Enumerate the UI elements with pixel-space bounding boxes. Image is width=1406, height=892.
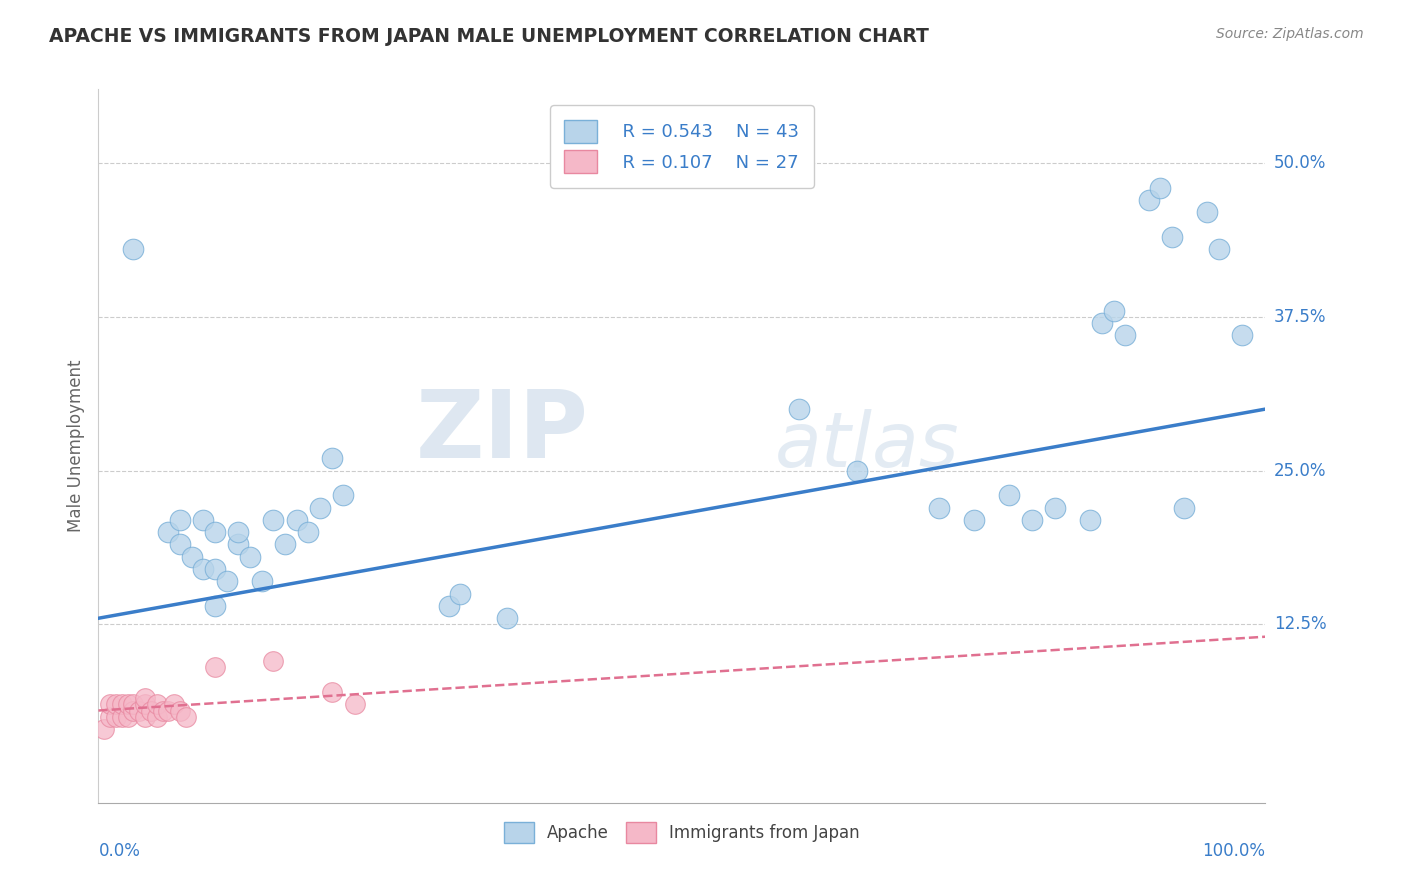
Point (111, 698, 134, 712)
Point (262, 513, 284, 527)
Point (1161, 230, 1184, 244)
Point (193, 513, 215, 527)
Point (139, 704, 162, 718)
Point (117, 709, 139, 723)
Point (204, 562, 226, 576)
Text: 37.5%: 37.5% (1274, 308, 1326, 326)
Point (228, 537, 250, 551)
Point (204, 660, 226, 674)
Point (321, 451, 343, 466)
Point (193, 562, 215, 576)
Point (1102, 303, 1125, 318)
Point (204, 525, 226, 540)
Point (1230, 328, 1253, 343)
Point (449, 587, 471, 601)
Point (122, 704, 145, 718)
Text: 25.0%: 25.0% (1274, 461, 1326, 480)
Point (321, 685, 343, 699)
Point (215, 574, 238, 589)
Point (1173, 500, 1195, 515)
Point (152, 704, 174, 718)
Point (262, 654, 284, 668)
Point (134, 698, 156, 712)
Point (146, 709, 169, 723)
Point (846, 464, 869, 478)
Point (117, 698, 139, 712)
Point (134, 709, 156, 723)
Y-axis label: Male Unemployment: Male Unemployment (66, 359, 84, 533)
Point (146, 698, 169, 712)
Point (204, 599, 226, 613)
Text: 0.0%: 0.0% (98, 842, 141, 860)
Point (496, 611, 519, 625)
Point (250, 574, 273, 589)
Point (1091, 316, 1114, 330)
Point (128, 704, 150, 718)
Point (1045, 500, 1067, 515)
Point (122, 698, 145, 712)
Point (122, 242, 145, 256)
Point (928, 500, 950, 515)
Point (228, 525, 250, 540)
Point (997, 488, 1019, 502)
Point (297, 525, 319, 540)
Point (163, 698, 186, 712)
Point (274, 537, 297, 551)
Point (98, 698, 121, 712)
Point (332, 488, 354, 502)
Text: 12.5%: 12.5% (1274, 615, 1326, 633)
Point (174, 709, 197, 723)
Point (344, 698, 367, 712)
Legend: Apache, Immigrants from Japan: Apache, Immigrants from Japan (496, 814, 868, 852)
Point (169, 704, 191, 718)
Point (1195, 205, 1218, 219)
Point (1149, 180, 1171, 194)
Point (309, 500, 332, 515)
Point (169, 513, 191, 527)
Point (437, 599, 460, 613)
Text: ZIP: ZIP (416, 385, 589, 478)
Text: APACHE VS IMMIGRANTS FROM JAPAN MALE UNEMPLOYMENT CORRELATION CHART: APACHE VS IMMIGRANTS FROM JAPAN MALE UNE… (49, 27, 929, 45)
Point (1114, 328, 1136, 343)
Point (134, 691, 156, 706)
Point (239, 549, 262, 564)
Point (111, 709, 134, 723)
Text: atlas: atlas (775, 409, 960, 483)
Text: 50.0%: 50.0% (1274, 154, 1326, 172)
Point (98, 709, 121, 723)
Text: Source: ZipAtlas.com: Source: ZipAtlas.com (1216, 27, 1364, 41)
Point (787, 402, 810, 417)
Point (1080, 513, 1102, 527)
Point (169, 537, 191, 551)
Point (180, 549, 202, 564)
Point (1208, 242, 1230, 256)
Point (285, 513, 308, 527)
Point (1137, 193, 1160, 207)
Point (93, 722, 115, 736)
Point (962, 513, 984, 527)
Text: 100.0%: 100.0% (1202, 842, 1265, 860)
Point (157, 704, 180, 718)
Point (1021, 513, 1043, 527)
Point (104, 698, 127, 712)
Point (157, 525, 180, 540)
Point (104, 709, 127, 723)
